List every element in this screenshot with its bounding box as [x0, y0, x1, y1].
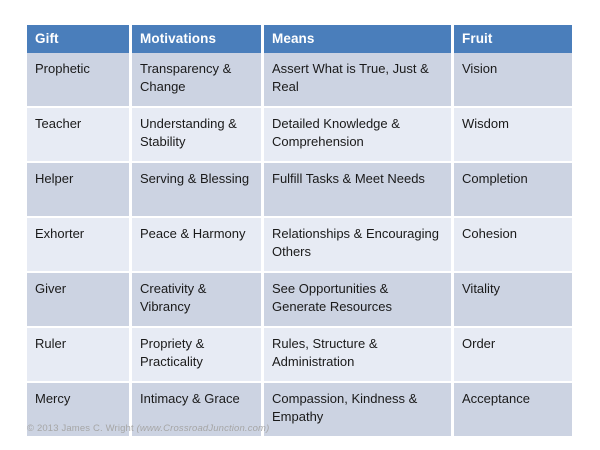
cell-motivations: Transparency & Change	[132, 53, 264, 108]
cell-gift: Teacher	[27, 108, 132, 163]
cell-means: Rules, Structure & Administration	[264, 328, 454, 383]
cell-means: Fulfill Tasks & Meet Needs	[264, 163, 454, 218]
column-header-gift[interactable]: Gift	[27, 25, 132, 53]
cell-gift: Ruler	[27, 328, 132, 383]
cell-gift: Helper	[27, 163, 132, 218]
cell-means: Detailed Knowledge & Comprehension	[264, 108, 454, 163]
cell-means: See Opportunities & Generate Resources	[264, 273, 454, 328]
column-header-motivations[interactable]: Motivations	[132, 25, 264, 53]
cell-fruit: Cohesion	[454, 218, 572, 273]
table-row: Mercy Intimacy & Grace Compassion, Kindn…	[27, 383, 572, 436]
column-header-fruit[interactable]: Fruit	[454, 25, 572, 53]
cell-gift: Mercy	[27, 383, 132, 436]
table-row: Exhorter Peace & Harmony Relationships &…	[27, 218, 572, 273]
table-row: Giver Creativity & Vibrancy See Opportun…	[27, 273, 572, 328]
cell-gift: Giver	[27, 273, 132, 328]
cell-motivations: Peace & Harmony	[132, 218, 264, 273]
cell-motivations: Serving & Blessing	[132, 163, 264, 218]
cell-fruit: Vitality	[454, 273, 572, 328]
cell-fruit: Completion	[454, 163, 572, 218]
cell-motivations: Intimacy & Grace	[132, 383, 264, 436]
cell-fruit: Wisdom	[454, 108, 572, 163]
copyright-url[interactable]: (www.CrossroadJunction.com)	[136, 423, 270, 434]
table-row: Helper Serving & Blessing Fulfill Tasks …	[27, 163, 572, 218]
cell-fruit: Vision	[454, 53, 572, 108]
cell-means: Assert What is True, Just & Real	[264, 53, 454, 108]
cell-means: Compassion, Kindness & Empathy	[264, 383, 454, 436]
cell-gift: Exhorter	[27, 218, 132, 273]
table-body: Prophetic Transparency & Change Assert W…	[27, 53, 572, 436]
cell-motivations: Understanding & Stability	[132, 108, 264, 163]
table-row: Teacher Understanding & Stability Detail…	[27, 108, 572, 163]
cell-means: Relationships & Encouraging Others	[264, 218, 454, 273]
motivational-gifts-table: Gift Motivations Means Fruit Prophetic T…	[27, 25, 572, 436]
table-header-row: Gift Motivations Means Fruit	[27, 25, 572, 53]
column-header-means[interactable]: Means	[264, 25, 454, 53]
cell-motivations: Propriety & Practicality	[132, 328, 264, 383]
table-row: Prophetic Transparency & Change Assert W…	[27, 53, 572, 108]
cell-motivations: Creativity & Vibrancy	[132, 273, 264, 328]
cell-gift: Prophetic	[27, 53, 132, 108]
cell-fruit: Acceptance	[454, 383, 572, 436]
copyright-footer: © 2013 James C. Wright (www.CrossroadJun…	[27, 423, 269, 434]
table-row: Ruler Propriety & Practicality Rules, St…	[27, 328, 572, 383]
table-header: Gift Motivations Means Fruit	[27, 25, 572, 53]
copyright-text: © 2013 James C. Wright	[27, 423, 137, 434]
cell-fruit: Order	[454, 328, 572, 383]
